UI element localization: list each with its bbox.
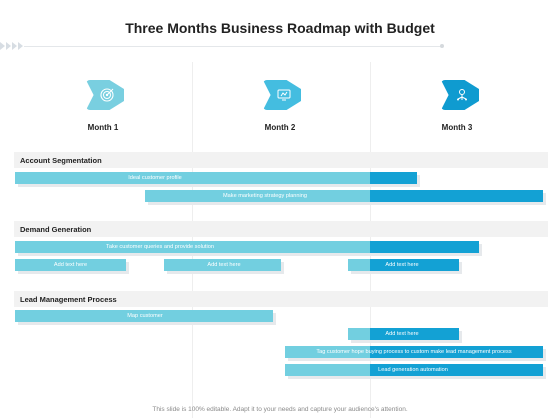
- task-label: Add text here: [385, 331, 419, 337]
- month-3-label: Month 3: [441, 123, 473, 132]
- section-band-lead-management: [14, 291, 548, 307]
- section-band-account-segmentation: [14, 152, 548, 168]
- month-1-badge: [86, 80, 124, 110]
- divider-dot: [440, 44, 444, 48]
- task-label: Add text here: [53, 262, 88, 268]
- task-label: Add text here: [385, 262, 419, 268]
- target-icon: [100, 88, 114, 102]
- task-label: Ideal customer profile: [128, 175, 182, 181]
- idea-network-icon: [457, 89, 467, 101]
- title-divider: [24, 46, 442, 47]
- task-bar-lead-generation: Lead generation automation: [285, 364, 546, 379]
- section-title-account-segmentation: Account Segmentation: [20, 156, 102, 165]
- task-label: Make marketing strategy planning: [223, 193, 307, 199]
- task-label: Tag customer hope buying process to cust…: [316, 349, 512, 355]
- footer-note: This slide is 100% editable. Adapt it to…: [152, 406, 408, 413]
- column-divider-1: [192, 62, 193, 418]
- section-title-demand-generation: Demand Generation: [20, 225, 92, 234]
- section-title-lead-management: Lead Management Process: [20, 295, 117, 304]
- month-1-label: Month 1: [87, 123, 119, 132]
- task-bar-map-customer: Map customer: [15, 310, 276, 325]
- task-bar-tag-customer: Tag customer hope buying process to cust…: [285, 346, 546, 361]
- task-bar-ideal-customer-profile: Ideal customer profile: [15, 172, 420, 187]
- marketing-icon: [277, 89, 291, 101]
- task-bar-add-text-3: Add text here: [348, 259, 462, 274]
- task-label: Map customer: [127, 313, 163, 319]
- month-2-label: Month 2: [264, 123, 296, 132]
- month-3-badge: [441, 80, 479, 110]
- task-bar-marketing-strategy: Make marketing strategy planning: [145, 190, 546, 205]
- section-band-demand-generation: [14, 221, 548, 237]
- task-bar-customer-queries: Take customer queries and provide soluti…: [15, 241, 482, 256]
- column-divider-2: [370, 62, 371, 418]
- chevron-arrows-icon: [0, 42, 30, 52]
- month-2-badge: [263, 80, 301, 110]
- task-label: Take customer queries and provide soluti…: [106, 244, 214, 250]
- task-bar-add-text-1: Add text here: [15, 259, 129, 274]
- task-label: Lead generation automation: [378, 367, 448, 373]
- task-label: Add text here: [207, 262, 241, 268]
- task-bar-add-text-2: Add text here: [164, 259, 284, 274]
- slide-title: Three Months Business Roadmap with Budge…: [125, 20, 435, 36]
- task-bar-add-text-4: Add text here: [348, 328, 462, 343]
